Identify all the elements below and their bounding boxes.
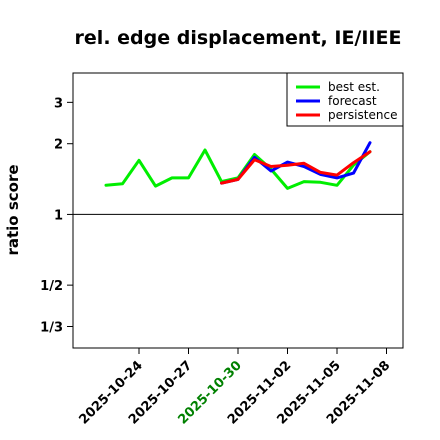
chart-title: rel. edge displacement, IE/IIEE [75, 27, 402, 49]
legend-label: best est. [328, 80, 380, 94]
series-line-persistence [220, 150, 372, 185]
x-axis: 2025-10-242025-10-272025-10-302025-11-02… [76, 348, 393, 428]
y-axis-label: ratio score [4, 164, 22, 255]
y-tick-label: 3 [54, 96, 63, 111]
y-tick-label: 2 [54, 138, 63, 153]
legend-label: forecast [328, 94, 377, 108]
series-lines [104, 141, 372, 190]
series-line-best-est [104, 148, 372, 190]
y-tick-label: 1/2 [40, 279, 63, 294]
y-tick-label: 1 [54, 208, 63, 223]
y-axis: 3 2 1 1/2 1/3 [40, 96, 73, 336]
legend-label: persistence [328, 108, 397, 122]
y-tick-label: 1/3 [40, 321, 63, 336]
